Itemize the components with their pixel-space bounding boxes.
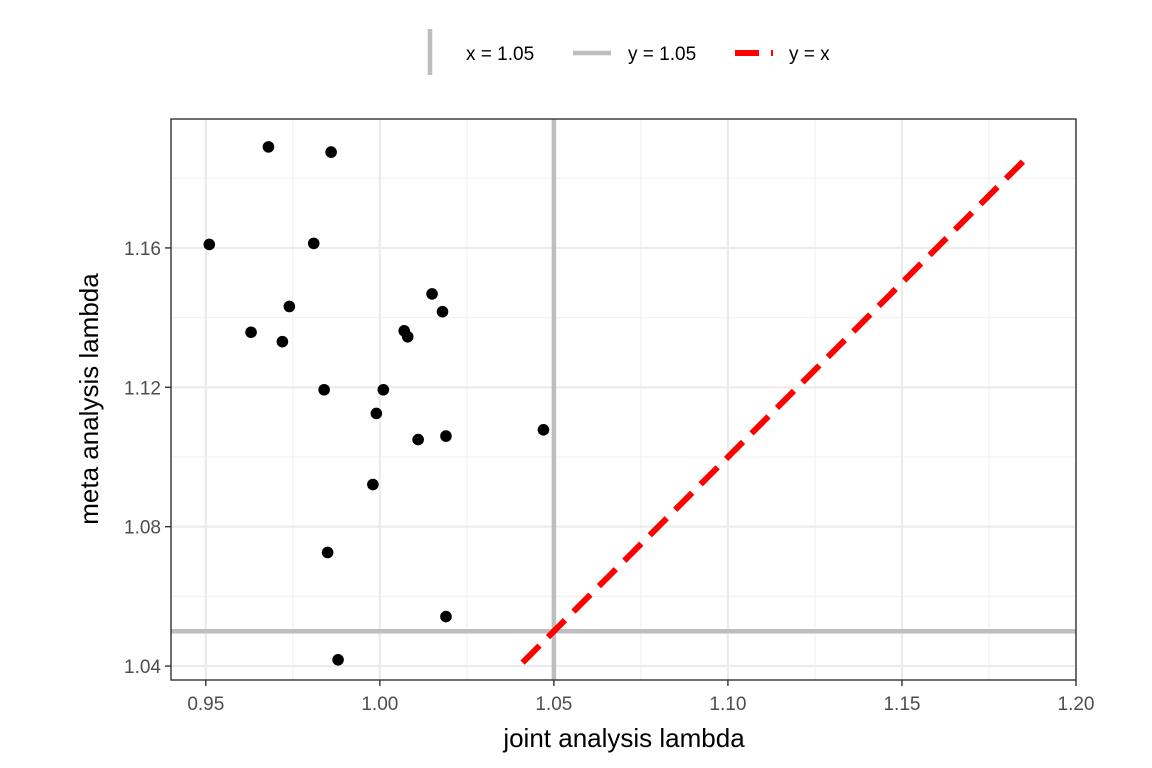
data-point (283, 300, 296, 313)
panel-background (171, 119, 1076, 680)
legend-label-horizontal: y = 1.05 (628, 44, 696, 65)
panel-border (170, 118, 1077, 681)
data-point (401, 330, 414, 343)
y-axis: 1.04 1.08 1.12 1.16 (124, 239, 171, 678)
data-point (321, 546, 334, 559)
data-point (276, 335, 289, 348)
data-point (245, 326, 257, 339)
plot-panel (170, 118, 1077, 681)
data-point (325, 146, 337, 158)
data-point (307, 237, 320, 250)
x-tick-label: 1.05 (535, 694, 572, 715)
data-points (203, 141, 550, 666)
y-tick-label: 1.08 (124, 518, 161, 539)
legend-label-identity: y = x (789, 44, 830, 65)
legend-label-vertical: x = 1.05 (466, 44, 534, 65)
data-point (332, 653, 344, 666)
data-point (262, 141, 275, 153)
y-tick-label: 1.16 (124, 239, 161, 260)
x-tick-label: 1.10 (709, 694, 746, 715)
data-point (377, 383, 390, 396)
data-point (537, 424, 550, 436)
x-axis-title: joint analysis lambda (502, 723, 745, 753)
x-tick-label: 1.20 (1058, 694, 1095, 715)
data-point (367, 478, 379, 491)
reference-line-identity (520, 155, 1030, 665)
data-point (436, 305, 449, 318)
data-point (318, 383, 330, 396)
data-point (203, 238, 216, 251)
reference-lines (171, 119, 1076, 680)
y-axis-title: meta analysis lambda (74, 273, 104, 525)
data-point (426, 288, 438, 300)
data-point (412, 433, 424, 446)
data-point (370, 407, 383, 420)
x-axis: 0.95 1.00 1.05 1.10 1.15 1.20 (187, 680, 1094, 715)
legend: x = 1.05 y = 1.05 y = x (427, 29, 830, 75)
data-point (440, 610, 452, 623)
data-point (440, 430, 452, 442)
y-tick-label: 1.04 (124, 657, 161, 678)
y-tick-label: 1.12 (124, 378, 161, 399)
x-tick-label: 1.15 (883, 694, 920, 715)
x-tick-label: 1.00 (361, 694, 398, 715)
x-tick-label: 0.95 (187, 694, 224, 715)
